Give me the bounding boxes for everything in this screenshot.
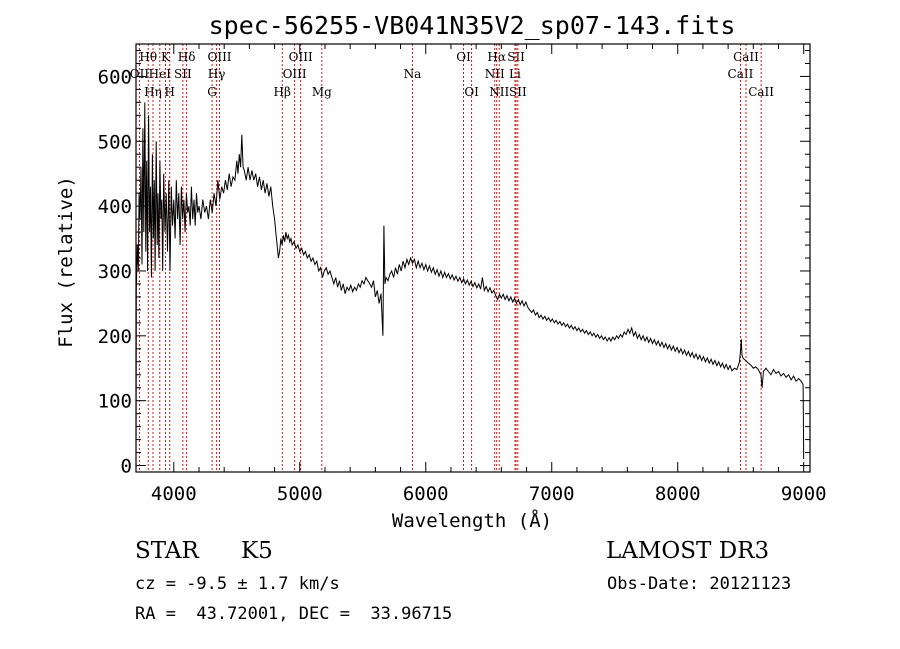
line-label: OII bbox=[130, 67, 150, 81]
y-tick-label: 600 bbox=[98, 66, 132, 88]
object-subclass: K5 bbox=[241, 538, 273, 564]
obs-date: Obs-Date: 20121123 bbox=[607, 574, 792, 594]
chart-title: spec-56255-VB041N35V2_sp07-143.fits bbox=[209, 11, 736, 40]
x-tick-label: 8000 bbox=[655, 483, 701, 505]
line-label: NII bbox=[485, 67, 505, 81]
y-tick-label: 300 bbox=[98, 261, 132, 283]
x-axis-label: Wavelength (Å) bbox=[392, 509, 552, 532]
line-label: OIII bbox=[207, 50, 231, 64]
line-label: K bbox=[161, 50, 171, 64]
line-label: SII bbox=[507, 50, 525, 64]
line-label: Hθ bbox=[139, 50, 157, 64]
line-label: CaII bbox=[733, 50, 759, 64]
line-label: Na bbox=[404, 67, 422, 81]
line-label: SII bbox=[174, 67, 192, 81]
ra-dec: RA = 43.72001, DEC = 33.96715 bbox=[135, 604, 453, 624]
line-label: Hβ bbox=[274, 85, 291, 99]
flux-series-line bbox=[135, 102, 805, 466]
y-tick-label: 0 bbox=[121, 456, 132, 478]
redshift-cz: cz = -9.5 ± 1.7 km/s bbox=[135, 574, 340, 594]
line-label: NII bbox=[489, 85, 509, 99]
line-label: HeI bbox=[149, 67, 172, 81]
x-tick-label: 6000 bbox=[403, 483, 449, 505]
line-label: Mg bbox=[312, 85, 332, 99]
line-label: OIII bbox=[289, 50, 313, 64]
survey-name: LAMOST DR3 bbox=[606, 538, 770, 564]
y-tick-label: 200 bbox=[98, 326, 132, 348]
x-tick-label: 5000 bbox=[277, 483, 323, 505]
x-tick-label: 4000 bbox=[151, 483, 197, 505]
line-markers: OII Hθ Hη HeI K H SII Hδ G Hγ OIII Hβ OIII OIII Mg Na OI… bbox=[130, 44, 774, 472]
y-tick-label: 400 bbox=[98, 196, 132, 218]
line-label: SII bbox=[509, 85, 527, 99]
plot-frame bbox=[135, 43, 811, 473]
object-class: STAR bbox=[135, 538, 199, 564]
y-axis-label: Flux (relative) bbox=[55, 176, 77, 348]
line-label: H bbox=[165, 85, 175, 99]
line-label: CaII bbox=[728, 67, 754, 81]
line-label: OIII bbox=[283, 67, 307, 81]
x-tick-label: 9000 bbox=[781, 483, 827, 505]
line-label: Hα bbox=[487, 50, 506, 64]
axis-ticks: 4000 5000 6000 7000 8000 9000 0 100 200 300 400 500… bbox=[98, 44, 827, 505]
y-tick-label: 500 bbox=[98, 131, 132, 153]
y-tick-label: 100 bbox=[98, 391, 132, 413]
line-label: Li bbox=[509, 67, 521, 81]
line-label: Hγ bbox=[208, 67, 226, 81]
line-label: OI bbox=[456, 50, 471, 64]
line-label: G bbox=[207, 85, 217, 99]
line-label: Hη bbox=[144, 85, 162, 99]
line-label: Hδ bbox=[178, 50, 196, 64]
x-tick-label: 7000 bbox=[529, 483, 575, 505]
line-label: CaII bbox=[748, 85, 774, 99]
line-label: OI bbox=[464, 85, 479, 99]
